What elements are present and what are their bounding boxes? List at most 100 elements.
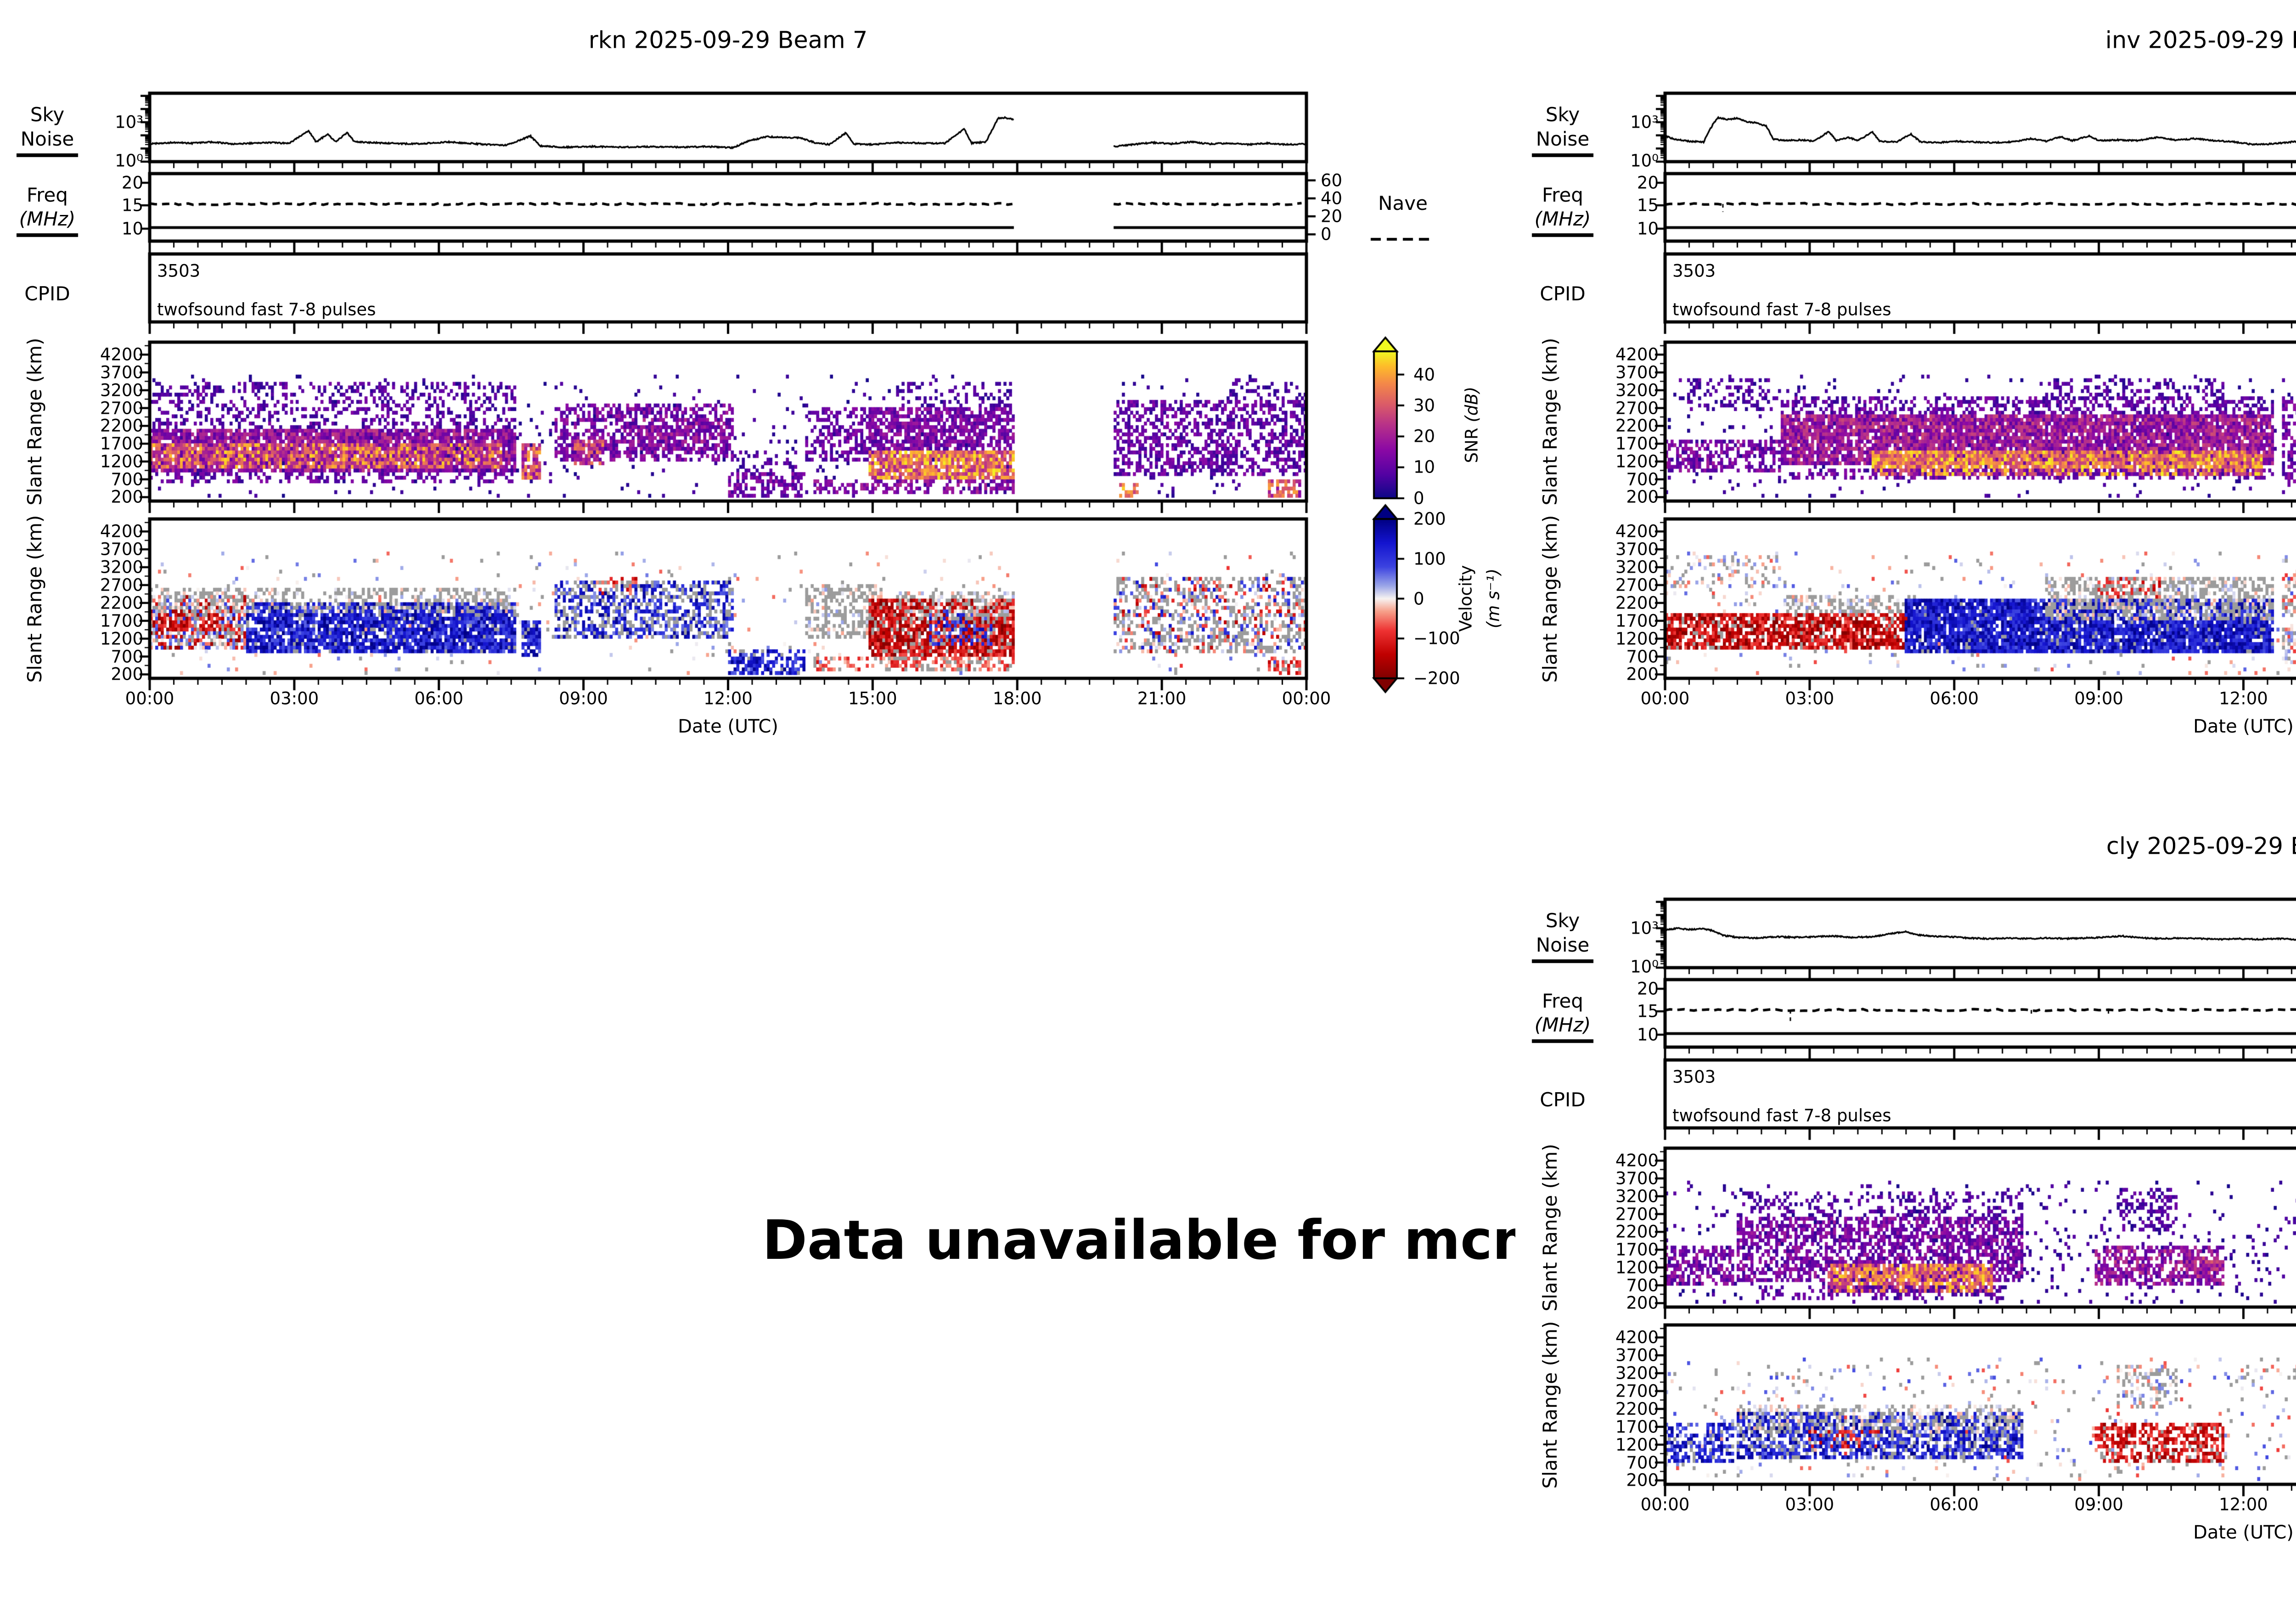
freq-tick-20: 20 <box>1637 979 1659 999</box>
x-tick-0: 00:00 <box>1640 688 1690 709</box>
vel-colorbar-unit: (m s⁻¹) <box>1483 568 1503 629</box>
x-tick-1: 03:00 <box>1785 1494 1835 1515</box>
range-tick-1700: 1700 <box>100 434 143 454</box>
range-tick-1700: 1700 <box>1615 1240 1659 1260</box>
x-tick-2: 06:00 <box>1930 688 1979 709</box>
range-tick-2700: 2700 <box>100 575 143 595</box>
range-tick-4200: 4200 <box>1615 1150 1659 1171</box>
cly-cpid-description: twofsound fast 7-8 pulses <box>1672 1105 1891 1126</box>
x-axis-label: Date (UTC) <box>2193 716 2294 737</box>
sky-tick-1e3: 10³ <box>1630 112 1659 132</box>
range-tick-3200: 3200 <box>1615 1363 1659 1383</box>
range-tick-700: 700 <box>1626 647 1659 667</box>
range-tick-1200: 1200 <box>1615 451 1659 472</box>
snr-cbar-tick-30: 30 <box>1413 395 1435 416</box>
freq-label-line2: (MHz) <box>1534 208 1591 230</box>
mcm-unavailable-region: Data unavailable for mcm <box>0 806 1515 1568</box>
rkn-cpid-description: twofsound fast 7-8 pulses <box>157 299 376 320</box>
range-tick-1700: 1700 <box>100 611 143 631</box>
snr-cbar-tick-0: 0 <box>1413 488 1424 508</box>
cly-plot-canvas <box>1515 806 2296 1568</box>
freq-label-line1: Freq <box>27 184 68 206</box>
freq-label-line1: Freq <box>1542 990 1583 1012</box>
sky-tick-1e3: 10³ <box>1630 918 1659 938</box>
range-tick-2200: 2200 <box>1615 593 1659 613</box>
x-tick-3: 09:00 <box>559 688 608 709</box>
freq-label-line2: (MHz) <box>1534 1014 1591 1036</box>
range-tick-200: 200 <box>1626 487 1659 507</box>
sky-noise-label-line1: Sky <box>1545 909 1580 932</box>
range-tick-4200: 4200 <box>100 521 143 541</box>
x-tick-0: 00:00 <box>1640 1494 1690 1515</box>
range-tick-3700: 3700 <box>1615 362 1659 383</box>
freq-tick-20: 20 <box>121 173 143 193</box>
range-tick-3700: 3700 <box>1615 1345 1659 1365</box>
freq-tick-20: 20 <box>1637 173 1659 193</box>
vel-colorbar-label: Velocity <box>1456 565 1476 632</box>
range-tick-4200: 4200 <box>1615 1327 1659 1347</box>
vel-range-axis-label: Slant Range (km) <box>1539 1321 1561 1488</box>
range-tick-2700: 2700 <box>1615 1381 1659 1401</box>
range-tick-3700: 3700 <box>1615 1168 1659 1189</box>
range-tick-1200: 1200 <box>1615 1257 1659 1278</box>
freq-label-line2: (MHz) <box>19 208 76 230</box>
x-tick-1: 03:00 <box>270 688 319 709</box>
x-tick-3: 09:00 <box>2074 688 2123 709</box>
x-axis-label: Date (UTC) <box>678 716 778 737</box>
freq-tick-10: 10 <box>1637 219 1659 239</box>
cly-title: cly 2025-09-29 Beam 7 <box>2106 833 2296 860</box>
range-tick-1700: 1700 <box>1615 1417 1659 1437</box>
cpid-label: CPID <box>1540 282 1586 305</box>
freq-tick-15: 15 <box>1637 1001 1659 1021</box>
snr-range-axis-label: Slant Range (km) <box>23 338 46 506</box>
rkn-plot-canvas <box>0 0 1515 762</box>
x-tick-1: 03:00 <box>1785 688 1835 709</box>
range-tick-1200: 1200 <box>100 629 143 649</box>
inv-plot-canvas <box>1515 0 2296 762</box>
range-tick-3700: 3700 <box>1615 539 1659 559</box>
x-tick-6: 18:00 <box>992 688 1042 709</box>
range-tick-4200: 4200 <box>100 344 143 365</box>
range-tick-1700: 1700 <box>1615 611 1659 631</box>
range-tick-1700: 1700 <box>1615 434 1659 454</box>
snr-cbar-tick-40: 40 <box>1413 365 1435 385</box>
vel-cbar-tick-100: 100 <box>1413 549 1446 569</box>
x-tick-5: 15:00 <box>848 688 897 709</box>
sky-noise-label-line2: Noise <box>20 128 74 150</box>
x-tick-0: 00:00 <box>125 688 174 709</box>
range-tick-200: 200 <box>1626 1293 1659 1313</box>
range-tick-1200: 1200 <box>100 451 143 472</box>
x-tick-8: 00:00 <box>1282 688 1331 709</box>
x-tick-4: 12:00 <box>2219 1494 2268 1515</box>
cly-cpid-code: 3503 <box>1672 1067 1716 1087</box>
x-tick-2: 06:00 <box>414 688 464 709</box>
range-tick-3200: 3200 <box>1615 1186 1659 1206</box>
range-tick-3200: 3200 <box>100 557 143 577</box>
nave-tick-60: 60 <box>1321 170 1343 191</box>
snr-cbar-tick-20: 20 <box>1413 426 1435 446</box>
x-tick-3: 09:00 <box>2074 1494 2123 1515</box>
range-tick-2700: 2700 <box>1615 1204 1659 1224</box>
sky-noise-label-line1: Sky <box>1545 103 1580 126</box>
range-tick-3700: 3700 <box>100 362 143 383</box>
range-tick-700: 700 <box>111 469 143 490</box>
vel-range-axis-label: Slant Range (km) <box>1539 515 1561 682</box>
inv-cpid-description: twofsound fast 7-8 pulses <box>1672 299 1891 320</box>
snr-range-axis-label: Slant Range (km) <box>1539 338 1561 506</box>
vel-cbar-tick-0: 0 <box>1413 589 1424 609</box>
range-tick-4200: 4200 <box>1615 344 1659 365</box>
cpid-label: CPID <box>1540 1088 1586 1111</box>
range-tick-200: 200 <box>111 487 143 507</box>
rkn-cpid-code: 3503 <box>157 261 201 281</box>
inv-title: inv 2025-09-29 Beam 7 <box>2105 27 2296 54</box>
vel-cbar-tick-200: 200 <box>1413 509 1446 529</box>
freq-tick-15: 15 <box>1637 195 1659 215</box>
range-tick-2200: 2200 <box>100 593 143 613</box>
range-tick-2200: 2200 <box>1615 1222 1659 1242</box>
figure-rkn: rkn 2025-09-29 Beam 7 Sky Noise 10³ 10⁰ Freq(… <box>0 0 1515 762</box>
nave-tick-20: 20 <box>1321 206 1343 226</box>
freq-label-line1: Freq <box>1542 184 1583 206</box>
x-tick-7: 21:00 <box>1137 688 1187 709</box>
data-unavailable-text: Data unavailable for mcm <box>762 1208 1515 1272</box>
